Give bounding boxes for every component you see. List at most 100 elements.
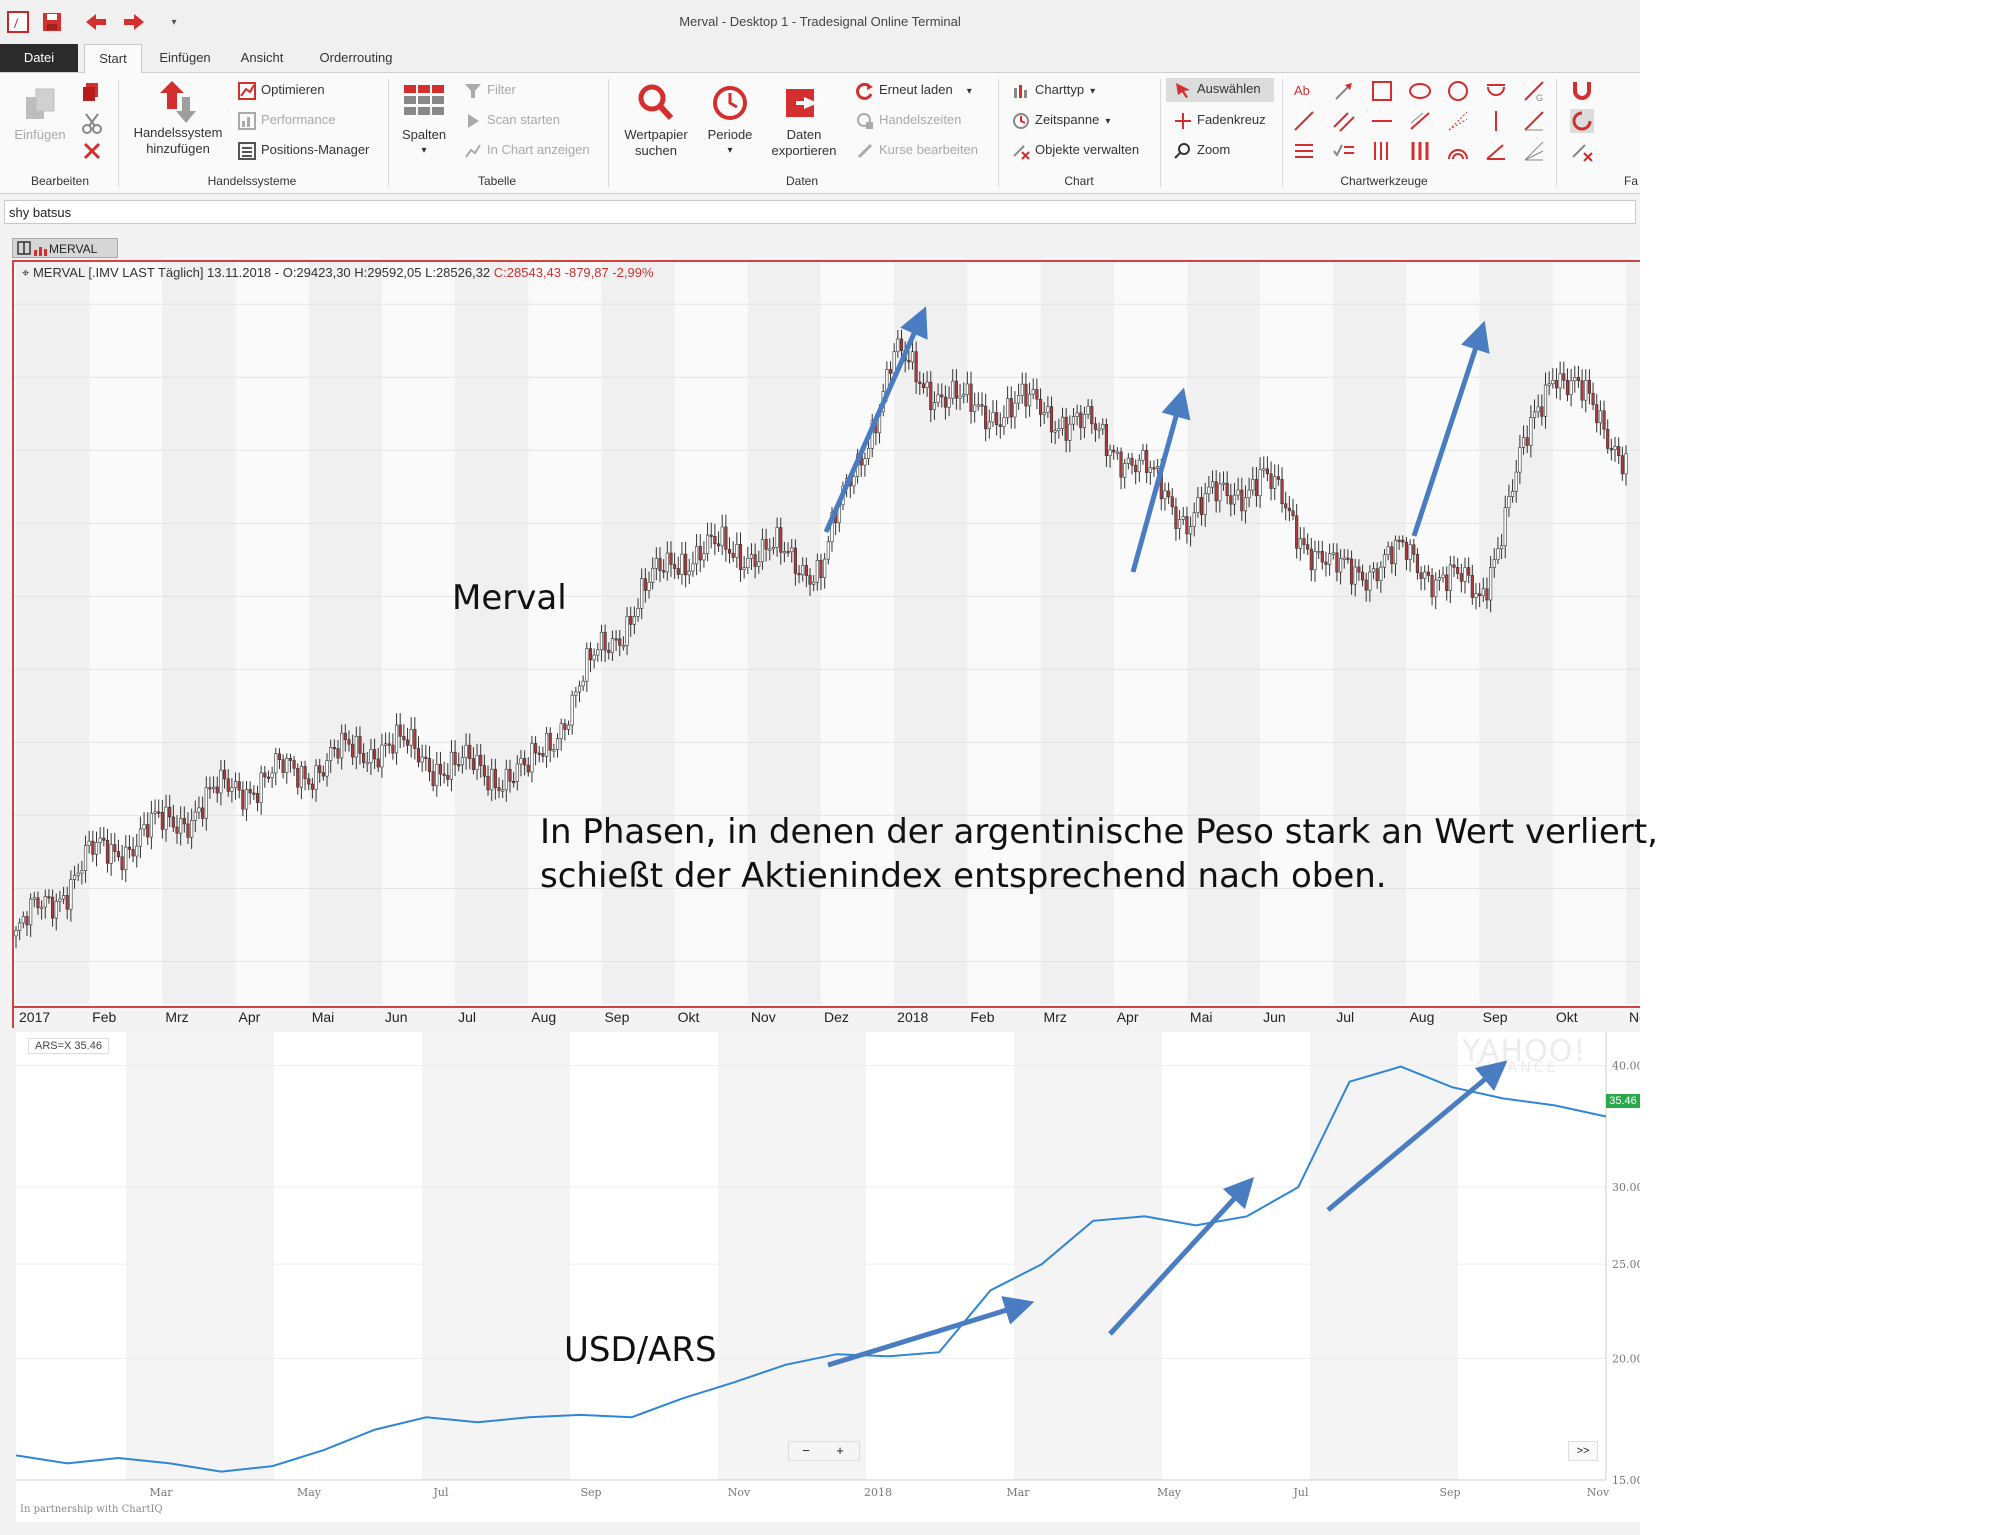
candle xyxy=(636,608,640,617)
ellipse-tool-icon[interactable] xyxy=(1408,79,1432,103)
zoom-in-button[interactable]: + xyxy=(836,1443,844,1458)
y-tick-label: 40.00 xyxy=(1612,1060,1640,1073)
tab-orderrouting[interactable]: Orderrouting xyxy=(319,50,393,65)
zoom-button[interactable]: Zoom xyxy=(1174,139,1230,161)
fibonacci-fan-tool-icon[interactable] xyxy=(1446,109,1470,133)
back-arrow-icon[interactable] xyxy=(84,10,108,34)
daten-exportieren-button[interactable]: Daten exportieren xyxy=(764,83,844,159)
fibonacci-arcs-tool-icon[interactable] xyxy=(1446,139,1470,163)
optimieren-button[interactable]: Optimieren xyxy=(238,79,325,101)
scan-starten-button[interactable]: Scan starten xyxy=(464,109,560,131)
vertical-line-tool-icon[interactable] xyxy=(1484,109,1508,133)
parallel-lines-tool-icon[interactable] xyxy=(1292,139,1316,163)
candle xyxy=(1145,450,1149,473)
month-band xyxy=(601,262,675,1004)
periode-button[interactable]: Periode ▾ xyxy=(700,83,760,159)
candle xyxy=(1445,574,1449,591)
group-label-daten: Daten xyxy=(785,174,819,188)
angle-tool-icon[interactable] xyxy=(1484,139,1508,163)
candle xyxy=(490,768,494,791)
fadenkreuz-button[interactable]: Fadenkreuz xyxy=(1174,109,1266,131)
copy-icon[interactable] xyxy=(80,81,104,105)
save-icon[interactable] xyxy=(40,10,64,34)
spalten-button[interactable]: Spalten ▾ xyxy=(396,83,452,159)
einfuegen-button[interactable]: Einfügen xyxy=(8,83,72,143)
scissors-icon[interactable] xyxy=(80,111,104,135)
kurse-bearbeiten-button[interactable]: Kurse bearbeiten xyxy=(856,139,978,161)
checklist-tool-icon[interactable] xyxy=(1332,139,1356,163)
snap-icon[interactable] xyxy=(1570,109,1594,133)
horizontal-line-tool-icon[interactable] xyxy=(1370,109,1394,133)
handelszeiten-button[interactable]: Handelszeiten xyxy=(856,109,961,131)
auswaehlen-label: Auswählen xyxy=(1197,81,1261,96)
circle-tool-icon[interactable] xyxy=(1446,79,1470,103)
pitchfork-tool-icon[interactable] xyxy=(1522,109,1546,133)
candle xyxy=(179,818,183,834)
candle xyxy=(270,772,274,779)
tab-einfuegen[interactable]: Einfügen xyxy=(159,50,211,65)
magnet-icon[interactable] xyxy=(1570,79,1594,103)
erneut-laden-button[interactable]: Erneut laden ▾ xyxy=(856,79,972,101)
arrow-tool-icon[interactable] xyxy=(1332,79,1356,103)
candle xyxy=(241,789,245,810)
regression-tool-icon[interactable] xyxy=(1408,109,1432,133)
candle xyxy=(281,759,285,773)
candle xyxy=(91,840,95,855)
candle xyxy=(877,411,882,434)
trendline-tool-icon[interactable] xyxy=(1292,109,1316,133)
candle xyxy=(76,872,80,876)
delete-drawing-icon[interactable] xyxy=(1570,139,1594,163)
zoom-out-button[interactable]: − xyxy=(802,1443,810,1458)
merval-chart-canvas[interactable]: 2017 Feb Mrz Apr Mai Jun Jul Aug Sep Okt Nov Dez 201… xyxy=(14,262,1640,1028)
delete-icon[interactable] xyxy=(80,139,104,163)
time-zones-tool-icon[interactable] xyxy=(1408,139,1432,163)
tab-start[interactable]: Start xyxy=(84,44,142,74)
candle xyxy=(1082,414,1087,428)
candle xyxy=(1053,430,1057,433)
gann-tool-icon[interactable]: G xyxy=(1522,79,1546,103)
add-tradingsystem-button[interactable]: Handelssystem hinzufügen xyxy=(126,81,230,157)
add-tradingsystem-label-1: Handelssystem xyxy=(133,125,223,140)
auswaehlen-button[interactable]: Auswählen xyxy=(1166,78,1274,102)
candle xyxy=(146,824,150,838)
candle xyxy=(226,778,230,792)
arc-tool-icon[interactable] xyxy=(1484,79,1508,103)
scroll-to-end-button[interactable]: >> xyxy=(1568,1441,1598,1461)
charttyp-button[interactable]: Charttyp ▾ xyxy=(1012,79,1095,101)
y-tick-label: 15.00 xyxy=(1612,1474,1640,1487)
candle xyxy=(592,654,596,661)
candle xyxy=(1130,457,1134,466)
speed-lines-tool-icon[interactable] xyxy=(1522,139,1546,163)
app-logo-icon[interactable]: / xyxy=(6,10,30,34)
positions-manager-button[interactable]: Positions-Manager xyxy=(238,139,369,161)
candle xyxy=(1459,573,1463,582)
performance-button[interactable]: Performance xyxy=(238,109,335,131)
chart-window-tab[interactable]: MERVAL xyxy=(12,238,118,258)
candle xyxy=(263,772,267,778)
candle xyxy=(369,749,373,763)
candle xyxy=(1075,412,1079,417)
candle xyxy=(1152,467,1156,470)
candle xyxy=(1093,423,1098,430)
objekte-verwalten-button[interactable]: Objekte verwalten xyxy=(1012,139,1139,161)
tab-ansicht[interactable]: Ansicht xyxy=(240,50,284,65)
candle xyxy=(274,753,278,774)
x-tick-label: Apr xyxy=(1117,1009,1139,1025)
candle xyxy=(1148,467,1152,473)
candle xyxy=(208,787,212,790)
cycle-lines-tool-icon[interactable] xyxy=(1370,139,1394,163)
filter-button[interactable]: Filter xyxy=(464,79,516,101)
wertpapier-suchen-button[interactable]: Wertpapier suchen xyxy=(616,83,696,159)
tab-datei[interactable]: Datei xyxy=(0,44,78,72)
channel-tool-icon[interactable] xyxy=(1332,109,1356,133)
x-tick-label: Okt xyxy=(1556,1009,1578,1025)
zeitspanne-button[interactable]: Zeitspanne ▾ xyxy=(1012,109,1110,131)
candle xyxy=(958,395,962,399)
quick-access-dropdown-icon[interactable]: ▾ xyxy=(171,16,177,28)
symbol-search-input[interactable]: shy batsus xyxy=(4,200,1636,224)
forward-arrow-icon[interactable] xyxy=(122,10,146,34)
text-tool-icon[interactable]: Ab xyxy=(1292,79,1316,103)
rectangle-tool-icon[interactable] xyxy=(1370,79,1394,103)
candle xyxy=(1331,552,1335,555)
in-chart-anzeigen-button[interactable]: In Chart anzeigen xyxy=(464,139,590,161)
